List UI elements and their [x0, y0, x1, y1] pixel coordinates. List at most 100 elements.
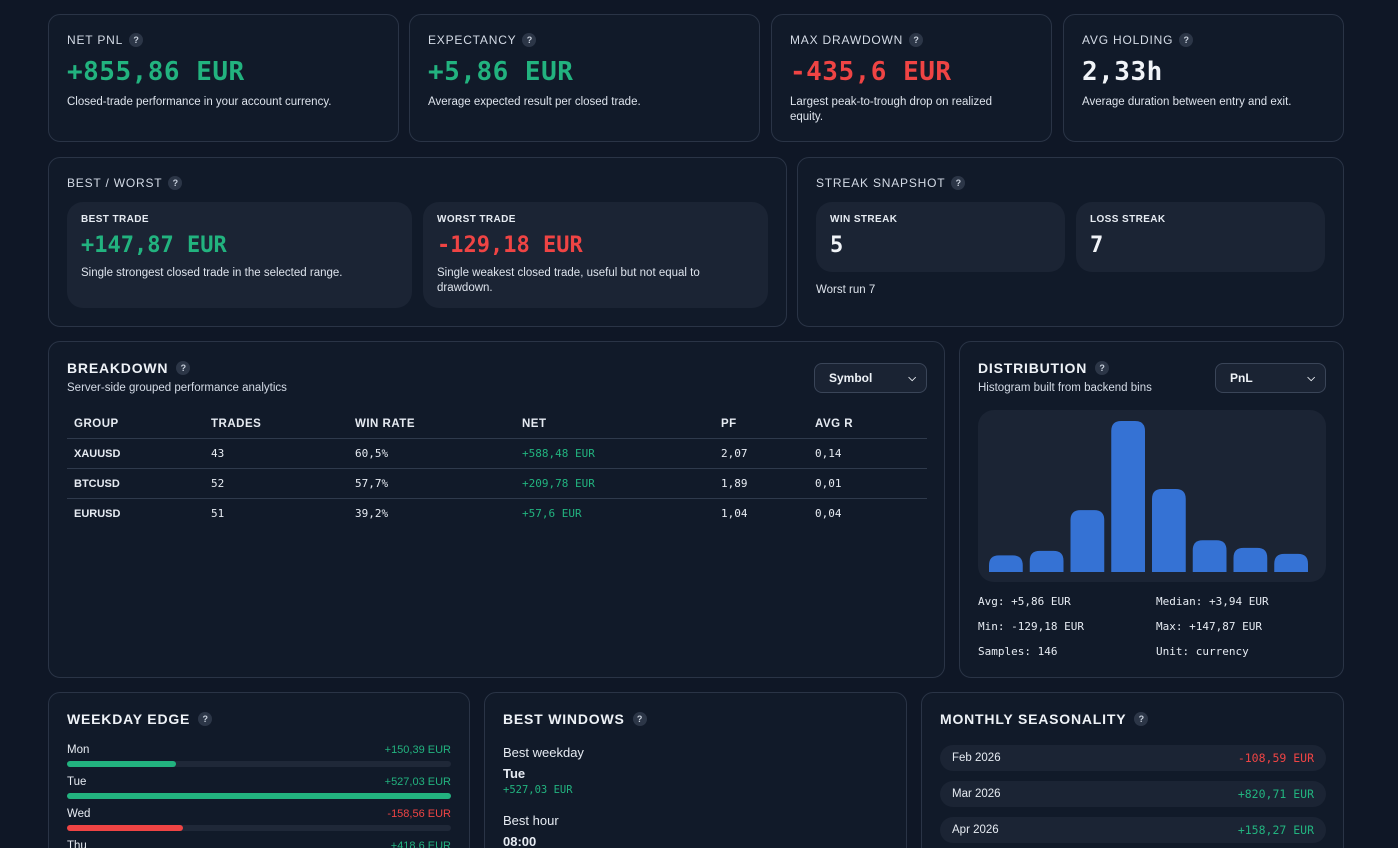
weekday-row: Mon +150,39 EUR — [67, 744, 451, 767]
cell-avg-r: 0,14 — [808, 438, 927, 469]
distribution-subtitle: Histogram built from backend bins — [978, 382, 1152, 394]
table-row[interactable]: EURUSD 51 39,2% +57,6 EUR 1,04 0,04 — [67, 499, 927, 529]
help-icon[interactable]: ? — [129, 33, 144, 47]
histogram-bar[interactable] — [1152, 488, 1186, 572]
distribution-select-value: PnL — [1230, 371, 1253, 385]
histogram-bar[interactable] — [1111, 421, 1145, 572]
cell-group: XAUUSD — [67, 438, 204, 469]
col-net[interactable]: NET — [515, 412, 714, 439]
weekday-day: Tue — [67, 776, 87, 788]
table-row[interactable]: XAUUSD 43 60,5% +588,48 EUR 2,07 0,14 — [67, 438, 927, 469]
best-trade-value: +147,87 EUR — [81, 233, 227, 258]
cell-group: BTCUSD — [67, 468, 204, 499]
weekday-row: Tue +527,03 EUR — [67, 776, 451, 799]
weekday-row-head: Wed -158,56 EUR — [67, 808, 451, 820]
breakdown-subtitle: Server-side grouped performance analytic… — [67, 382, 287, 394]
cell-group: EURUSD — [74, 507, 121, 520]
help-icon[interactable]: ? — [951, 176, 966, 190]
best-trade-desc: Single strongest closed trade in the sel… — [81, 267, 343, 279]
histogram-bar[interactable] — [1192, 540, 1227, 572]
max-drawdown-label: MAX DRAWDOWN — [790, 33, 904, 47]
histogram-bar[interactable] — [1233, 547, 1268, 572]
weekday-row-head: Thu +418,6 EUR — [67, 840, 451, 848]
cell-net: +588,48 EUR — [515, 438, 714, 469]
month-row[interactable]: Feb 2026 -108,59 EUR — [940, 745, 1326, 771]
weekday-value: +527,03 EUR — [384, 776, 451, 788]
help-icon[interactable]: ? — [1095, 361, 1110, 375]
chevron-down-icon: ⌵ — [908, 372, 916, 384]
col-win-rate[interactable]: WIN RATE — [348, 412, 515, 439]
col-avg-r[interactable]: AVG R — [808, 412, 927, 439]
worst-trade-tile: WORST TRADE -129,18 EUR Single weakest c… — [423, 202, 768, 308]
col-trades[interactable]: TRADES — [204, 412, 348, 439]
expectancy-value: +5,86 EUR — [428, 57, 574, 87]
month-row[interactable]: Mar 2026 +820,71 EUR — [940, 781, 1326, 807]
expectancy-desc: Average expected result per closed trade… — [428, 96, 641, 108]
loss-streak-tile: LOSS STREAK 7 — [1076, 202, 1325, 272]
win-streak-tile: WIN STREAK 5 — [816, 202, 1065, 272]
table-row[interactable]: BTCUSD 52 57,7% +209,78 EUR 1,89 0,01 — [67, 468, 927, 499]
histogram-bar[interactable] — [1274, 553, 1308, 572]
weekday-bar-track — [67, 825, 451, 831]
best-worst-card: BEST / WORST? BEST TRADE +147,87 EUR Sin… — [48, 157, 787, 327]
stat-min: Min: -129,18 EUR — [978, 620, 1084, 633]
avg-holding-desc: Average duration between entry and exit. — [1082, 96, 1292, 108]
weekday-row: Thu +418,6 EUR — [67, 840, 451, 848]
month-row[interactable]: Apr 2026 +158,27 EUR — [940, 817, 1326, 843]
breakdown-table: GROUP TRADES WIN RATE NET PF AVG R XAUUS… — [67, 412, 927, 529]
expectancy-card: EXPECTANCY? +5,86 EUR Average expected r… — [409, 14, 760, 142]
cell-pf: 1,89 — [714, 468, 808, 499]
win-streak-label: WIN STREAK — [830, 214, 898, 225]
help-icon[interactable]: ? — [198, 712, 213, 726]
histogram-bar[interactable] — [1070, 510, 1105, 572]
stat-avg: Avg: +5,86 EUR — [978, 595, 1071, 608]
month-value: -108,59 EUR — [1237, 751, 1314, 765]
cell-win-rate: 39,2% — [355, 507, 389, 521]
help-icon[interactable]: ? — [632, 712, 647, 726]
month-value: +820,71 EUR — [1237, 787, 1314, 801]
worst-trade-value: -129,18 EUR — [437, 233, 583, 258]
weekday-title: WEEKDAY EDGE — [67, 711, 191, 727]
month-value: +158,27 EUR — [1237, 823, 1314, 837]
best-weekday-label: Best weekday — [503, 745, 584, 760]
cell-pf: 1,04 — [721, 507, 748, 521]
distribution-card: DISTRIBUTION? Histogram built from backe… — [959, 341, 1344, 678]
max-drawdown-value: -435,6 EUR — [790, 57, 952, 87]
help-icon[interactable]: ? — [909, 33, 924, 47]
stat-samples: Samples: 146 — [978, 645, 1058, 658]
help-icon[interactable]: ? — [1179, 33, 1194, 47]
best-worst-title: BEST / WORST — [67, 176, 163, 190]
weekday-edge-card: WEEKDAY EDGE? Mon +150,39 EUR Tue +527,03 E… — [48, 692, 470, 848]
max-drawdown-desc: Largest peak-to-trough drop on realized … — [790, 96, 993, 123]
help-icon[interactable]: ? — [176, 361, 191, 375]
stat-median: Median: +3,94 EUR — [1156, 595, 1269, 608]
weekday-bar-track — [67, 793, 451, 799]
col-pf[interactable]: PF — [714, 412, 808, 439]
net-pnl-label: NET PNL — [67, 33, 124, 47]
weekday-bar-fill — [67, 825, 183, 831]
weekday-value: +150,39 EUR — [384, 744, 451, 756]
histogram-bar[interactable] — [1029, 550, 1064, 572]
col-group[interactable]: GROUP — [67, 412, 204, 439]
help-icon[interactable]: ? — [168, 176, 183, 190]
stat-unit: Unit: currency — [1156, 645, 1249, 658]
histogram-bar[interactable] — [989, 555, 1023, 572]
month-label: Mar 2026 — [952, 788, 1001, 800]
weekday-value: +418,6 EUR — [390, 840, 451, 848]
breakdown-group-select[interactable]: Symbol ⌵ — [814, 363, 927, 393]
weekday-row-head: Mon +150,39 EUR — [67, 744, 451, 756]
net-pnl-card: NET PNL? +855,86 EUR Closed-trade perfor… — [48, 14, 399, 142]
weekday-day: Mon — [67, 744, 90, 756]
stat-max: Max: +147,87 EUR — [1156, 620, 1262, 633]
month-label: Feb 2026 — [952, 752, 1001, 764]
monthly-seasonality-card: MONTHLY SEASONALITY? Feb 2026 -108,59 EU… — [921, 692, 1344, 848]
net-pnl-desc: Closed-trade performance in your account… — [67, 96, 332, 108]
help-icon[interactable]: ? — [1134, 712, 1149, 726]
best-weekday-pnl: +527,03 EUR — [503, 784, 573, 796]
distribution-metric-select[interactable]: PnL ⌵ — [1215, 363, 1326, 393]
cell-trades: 52 — [204, 468, 348, 499]
distribution-title: DISTRIBUTION — [978, 360, 1088, 376]
best-weekday-value: Tue — [503, 766, 526, 781]
weekday-row-head: Tue +527,03 EUR — [67, 776, 451, 788]
help-icon[interactable]: ? — [522, 33, 537, 47]
